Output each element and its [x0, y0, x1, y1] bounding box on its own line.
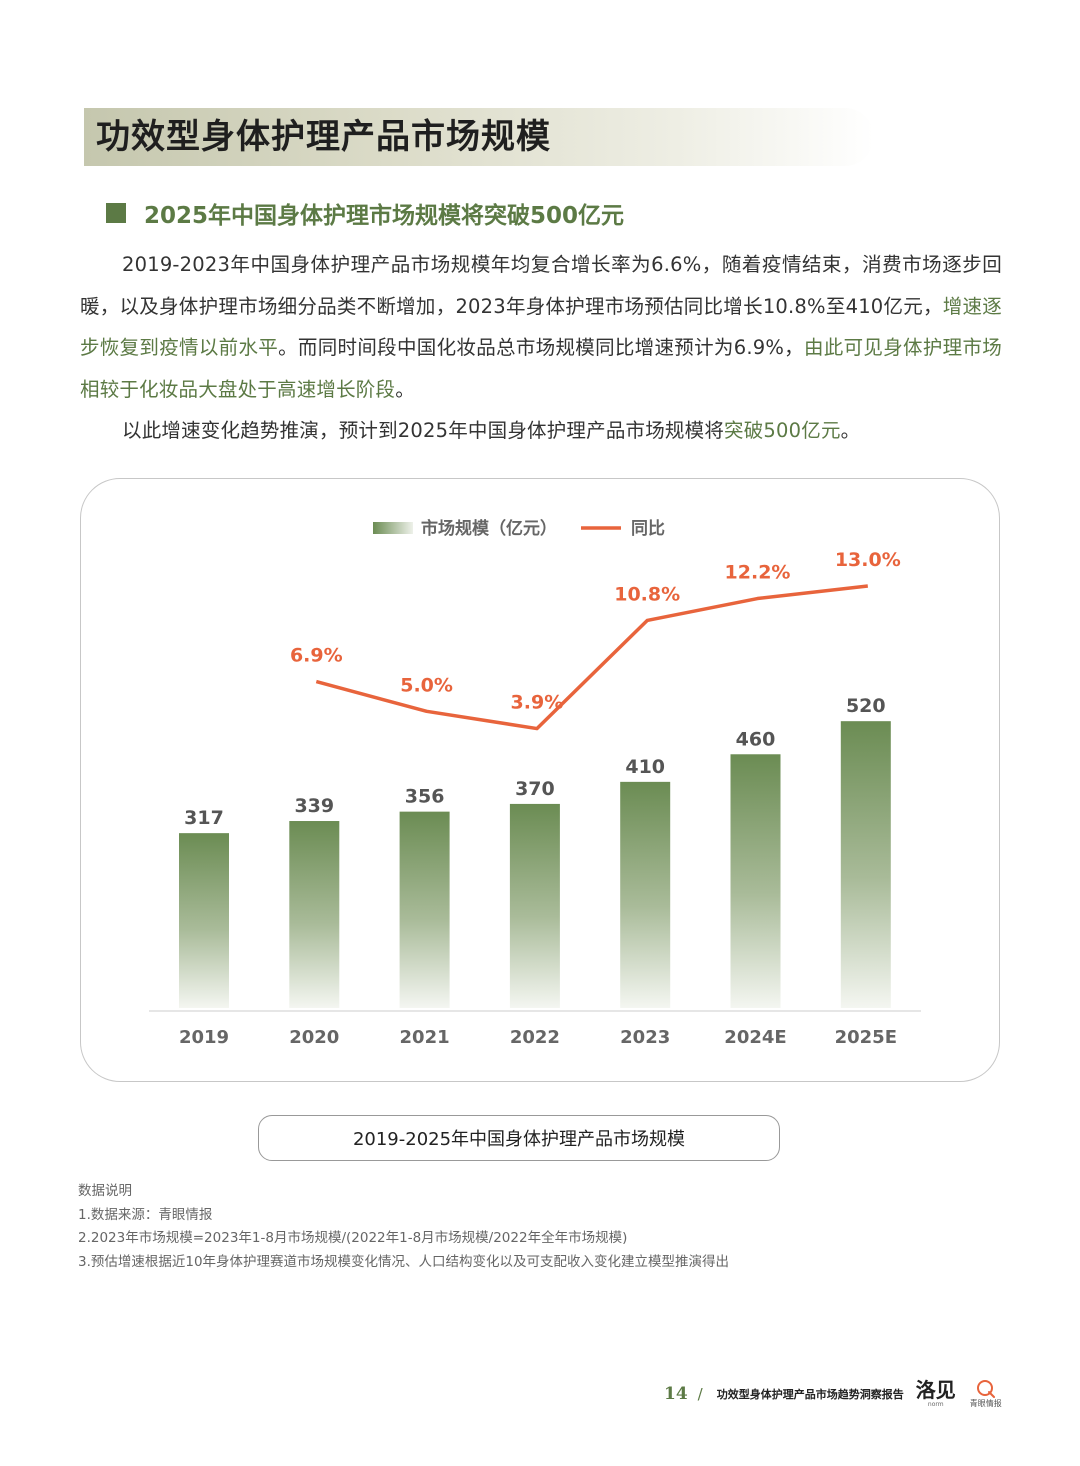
luojian-logo-sub: norm: [927, 1401, 944, 1408]
paragraph-2-part-1: 以此增速变化趋势推演，预计到2025年中国身体护理产品市场规模将: [122, 419, 725, 442]
bar-2023: [620, 781, 671, 1008]
note-item-3: 3.预估增速根据近10年身体护理赛道市场规模变化情况、人口结构变化以及可支配收入…: [78, 1253, 730, 1270]
legend-bar-swatch: [373, 522, 413, 534]
bar-label-2020: 339: [294, 795, 334, 817]
paragraph-2-highlight: 突破500亿元: [724, 419, 841, 442]
paragraph-1-part-1: 2019-2023年中国身体护理产品市场规模年均复合增长率为6.6%，随着疫情结…: [80, 253, 1002, 318]
body-text: 2019-2023年中国身体护理产品市场规模年均复合增长率为6.6%，随着疫情结…: [80, 244, 1002, 452]
x-tick-2020: 2020: [289, 1027, 339, 1048]
bar-label-2025E: 520: [846, 695, 886, 717]
data-notes: 数据说明 1.数据来源：青眼情报 2.2023年市场规模=2023年1-8月市场…: [78, 1180, 729, 1274]
paragraph-1: 2019-2023年中国身体护理产品市场规模年均复合增长率为6.6%，随着疫情结…: [80, 244, 1002, 410]
qingyan-logo-icon: [976, 1380, 995, 1398]
market-size-chart: 市场规模（亿元） 同比 317 339 356 370 410 460 520 6.9% 5.0%…: [149, 518, 921, 1048]
bar-label-2022: 370: [515, 778, 555, 800]
page-footer: 14 / 功效型身体护理产品市场趋势洞察报告 洛见 norm 青眼情报: [664, 1376, 1002, 1412]
yoy-label-2025E: 13.0%: [835, 549, 901, 571]
x-tick-2024E: 2024E: [724, 1027, 786, 1048]
bar-2019: [179, 833, 229, 1008]
yoy-label-2022: 3.9%: [511, 692, 564, 714]
notes-heading: 数据说明: [78, 1183, 132, 1199]
chart-caption: 2019-2025年中国身体护理产品市场规模: [258, 1115, 780, 1161]
paragraph-1-part-3: 。: [395, 377, 415, 401]
legend-line-label: 同比: [631, 518, 665, 539]
x-tick-2019: 2019: [179, 1027, 229, 1048]
chart-card: 市场规模（亿元） 同比 317 339 356 370 410 460 520 6.9% 5.0%…: [80, 478, 1000, 1082]
yoy-label-2020: 6.9%: [290, 645, 343, 667]
bar-2021: [399, 811, 450, 1008]
report-title: 功效型身体护理产品市场趋势洞察报告: [716, 1388, 904, 1401]
paragraph-1-highlight-2: 由此可见身体护理市场相较于化妆品大盘处于高速增长阶段: [80, 336, 1002, 401]
bar-label-2024E: 460: [736, 728, 776, 750]
bar-2020: [289, 821, 340, 1008]
page-slash: /: [697, 1385, 703, 1403]
luojian-logo: 洛见 norm: [916, 1379, 956, 1409]
section-square-icon: [106, 203, 126, 223]
bars-layer: [179, 721, 891, 1008]
x-tick-2025E: 2025E: [835, 1027, 897, 1048]
labels-layer: 317 339 356 370 410 460 520 6.9% 5.0% 3.9% 10.8% 12…: [184, 549, 901, 829]
x-axis: 2019 2020 2021 2022 2023 2024E 2025E: [149, 1010, 921, 1048]
x-tick-2021: 2021: [400, 1027, 450, 1048]
legend-bar-label: 市场规模（亿元）: [421, 518, 557, 539]
bar-label-2021: 356: [405, 786, 445, 808]
section-header: 2025年中国身体护理市场规模将突破500亿元: [106, 196, 624, 230]
note-item-2: 2.2023年市场规模=2023年1-8月市场规模/(2022年1-8月市场规模…: [78, 1230, 628, 1246]
title-band: [84, 108, 874, 166]
page-number: 14: [664, 1384, 688, 1404]
paragraph-2-part-2: 。: [840, 419, 861, 442]
paragraph-1-part-2: 。而同时间段中国化妆品总市场规模同比增速预计为6.9%，: [278, 336, 804, 359]
qingyan-logo-sub: 青眼情报: [969, 1399, 1002, 1408]
bar-label-2019: 317: [184, 807, 224, 829]
chart-legend: 市场规模（亿元） 同比: [373, 518, 665, 539]
bar-2025E: [840, 721, 891, 1008]
paragraph-2: 以此增速变化趋势推演，预计到2025年中国身体护理产品市场规模将突破500亿元。: [80, 410, 1002, 452]
luojian-logo-mark: 洛见: [915, 1378, 956, 1402]
page-title: 功效型身体护理产品市场规模: [96, 117, 551, 157]
x-tick-2023: 2023: [620, 1027, 670, 1048]
bar-2022: [509, 803, 560, 1008]
qingyan-logo: 青眼情报: [970, 1379, 1002, 1409]
bar-label-2023: 410: [625, 756, 665, 778]
x-tick-2022: 2022: [510, 1027, 560, 1048]
yoy-label-2023: 10.8%: [614, 583, 680, 605]
line-layer: [315, 584, 868, 731]
yoy-label-2021: 5.0%: [400, 674, 453, 696]
yoy-label-2024E: 12.2%: [725, 562, 791, 584]
note-item-1: 1.数据来源：青眼情报: [78, 1206, 213, 1223]
yoy-line: [315, 584, 868, 731]
bar-2024E: [730, 754, 781, 1008]
section-title: 2025年中国身体护理市场规模将突破500亿元: [144, 203, 625, 229]
paragraph-1-highlight-1: 增速逐步恢复到疫情以前水平: [80, 294, 1002, 360]
